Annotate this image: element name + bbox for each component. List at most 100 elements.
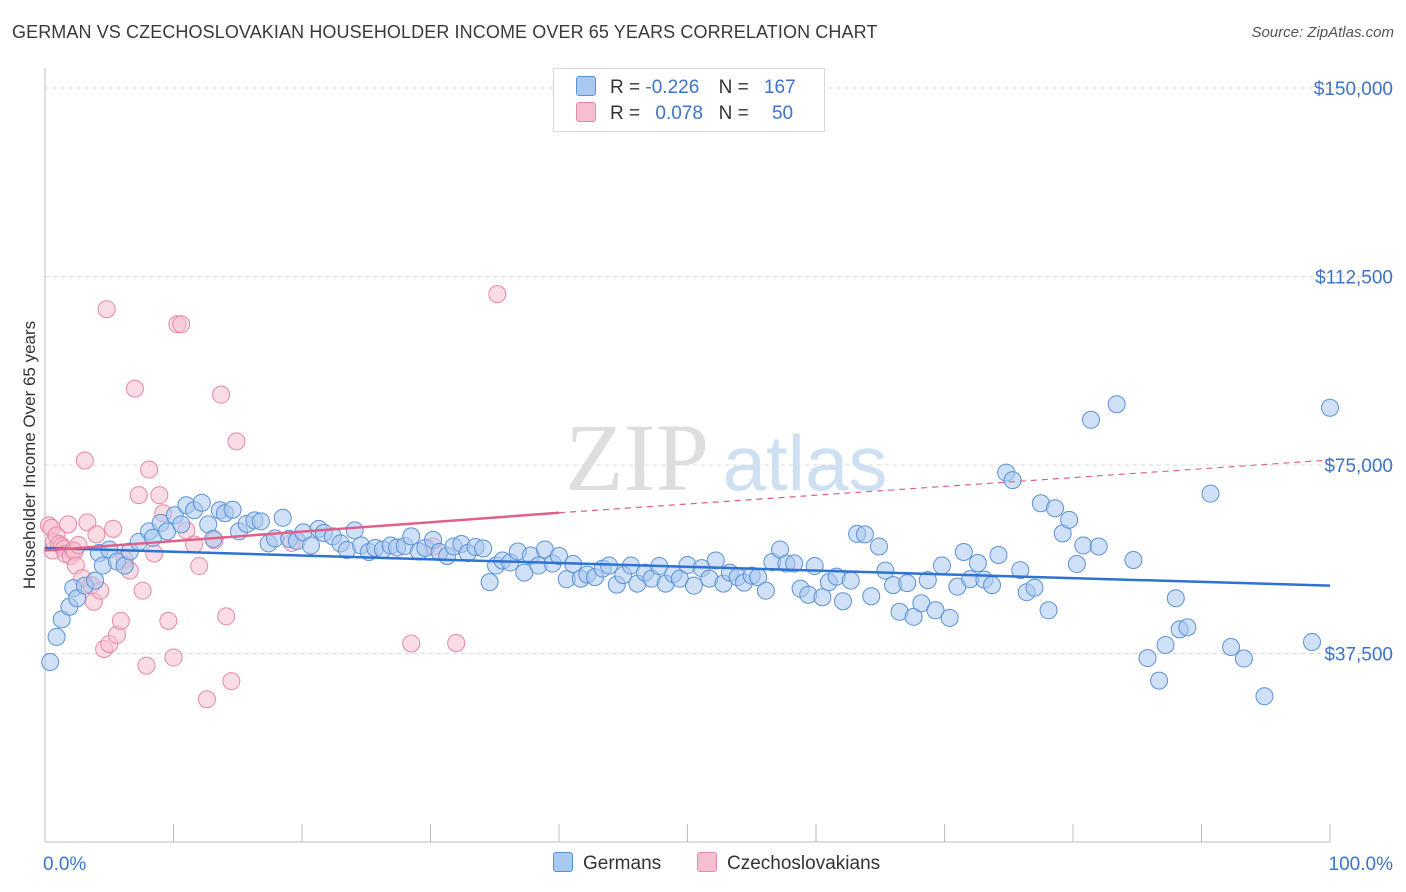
czech-n-label: N = — [718, 103, 749, 124]
german-point-153 — [1138, 649, 1157, 668]
czech-point-17 — [78, 513, 97, 532]
german-point-120 — [876, 561, 895, 580]
czech-point-52 — [402, 634, 421, 653]
czech-point-36 — [150, 486, 169, 505]
german-n-value: 167 — [763, 77, 796, 98]
german-point-39 — [301, 536, 320, 555]
german-point-63 — [474, 539, 493, 558]
german-point-128 — [932, 556, 951, 575]
czech-swatch — [576, 102, 596, 122]
legend-row-czech: R = 0.078 N = 50 — [576, 102, 793, 126]
watermark-zip: ZIP — [565, 404, 709, 511]
czech-point-50 — [227, 432, 246, 451]
german-point-163 — [1303, 632, 1322, 651]
german-point-146 — [1060, 510, 1079, 529]
german-point-69 — [515, 563, 534, 582]
watermark-atlas: atlas — [723, 419, 888, 507]
czech-point-32 — [133, 581, 152, 600]
german-point-131 — [954, 542, 973, 561]
bottom-legend-germans: Germans — [553, 852, 661, 875]
czech-point-34 — [140, 460, 159, 479]
german-point-125 — [912, 594, 931, 613]
german-point-156 — [1166, 589, 1185, 608]
german-point-1 — [47, 627, 66, 646]
german-point-129 — [940, 608, 959, 627]
bottom-czech-swatch — [697, 852, 717, 872]
german-point-151 — [1107, 395, 1126, 414]
czech-point-35 — [145, 544, 164, 563]
german-point-144 — [1046, 499, 1065, 518]
x-tick-labels: 0.0% 100.0% — [43, 854, 1393, 875]
czech-trend-extension — [558, 459, 1331, 514]
german-point-0 — [41, 653, 60, 672]
y-tick-label-1: $75,000 — [1324, 456, 1393, 477]
german-point-139 — [1011, 561, 1030, 580]
german-point-148 — [1074, 536, 1093, 555]
german-point-135 — [983, 576, 1002, 595]
legend-row-germans: R = -0.226 N = 167 — [576, 76, 796, 100]
chart-title: GERMAN VS CZECHOSLOVAKIAN HOUSEHOLDER IN… — [12, 22, 878, 42]
german-point-118 — [862, 587, 881, 606]
czech-point-25 — [104, 519, 123, 538]
german-r-label: R = — [610, 77, 641, 98]
german-point-143 — [1039, 601, 1058, 620]
german-point-93 — [684, 576, 703, 595]
czech-point-14 — [69, 535, 88, 554]
german-point-18 — [158, 522, 177, 541]
czech-point-9 — [59, 515, 78, 534]
czech-point-30 — [125, 379, 144, 398]
czech-point-45 — [197, 690, 216, 709]
german-point-28 — [223, 500, 242, 519]
czech-point-31 — [129, 486, 148, 505]
german-point-133 — [968, 554, 987, 573]
german-point-123 — [898, 574, 917, 593]
german-point-53 — [402, 527, 421, 546]
german-point-154 — [1150, 671, 1169, 690]
german-point-7 — [86, 571, 105, 590]
german-point-155 — [1156, 635, 1175, 654]
german-point-103 — [756, 581, 775, 600]
czech-trend-line — [44, 511, 560, 552]
german-point-74 — [550, 547, 568, 566]
bottom-german-swatch — [553, 852, 573, 872]
czech-point-47 — [212, 385, 231, 404]
german-point-32 — [251, 512, 270, 531]
german-point-152 — [1124, 551, 1143, 570]
x-tick-label-min: 0.0% — [43, 854, 86, 875]
czech-point-49 — [222, 672, 241, 691]
german-point-117 — [855, 525, 874, 544]
german-point-161 — [1234, 649, 1253, 668]
y-tick-label-0: $37,500 — [1324, 645, 1393, 666]
german-swatch — [576, 76, 596, 96]
czech-point-41 — [172, 315, 191, 334]
czech-point-48 — [217, 607, 236, 626]
czech-point-54 — [447, 633, 466, 652]
german-point-23 — [192, 493, 211, 512]
czech-point-23 — [97, 300, 116, 319]
czech-point-27 — [111, 611, 130, 630]
watermark: ZIP atlas — [565, 404, 887, 511]
german-point-158 — [1178, 618, 1197, 637]
correlation-legend: R = -0.226 N = 167 R = 0.078 N = 50 — [553, 68, 825, 132]
german-point-45 — [345, 521, 364, 540]
german-point-110 — [805, 557, 824, 576]
axes — [44, 68, 1331, 843]
german-point-160 — [1222, 637, 1241, 656]
bottom-czech-label: Czechoslovakians — [727, 853, 881, 874]
czech-point-55 — [488, 285, 507, 304]
german-point-159 — [1201, 484, 1220, 503]
y-tick-label-2: $112,500 — [1315, 268, 1393, 289]
german-point-35 — [273, 508, 292, 527]
czech-point-16 — [75, 451, 94, 470]
bottom-german-label: Germans — [583, 853, 662, 874]
y-tick-label-3: $150,000 — [1314, 79, 1393, 100]
german-point-164 — [1321, 398, 1339, 417]
german-point-126 — [918, 571, 937, 590]
czech-point-44 — [190, 557, 209, 576]
german-points — [41, 395, 1339, 706]
czech-r-value: 0.078 — [655, 103, 703, 124]
german-trend-line — [44, 546, 1331, 587]
y-tick-labels: $37,500 $75,000 $112,500 $150,000 — [1314, 79, 1393, 665]
czech-point-20 — [87, 525, 106, 544]
german-n-label: N = — [718, 77, 749, 98]
